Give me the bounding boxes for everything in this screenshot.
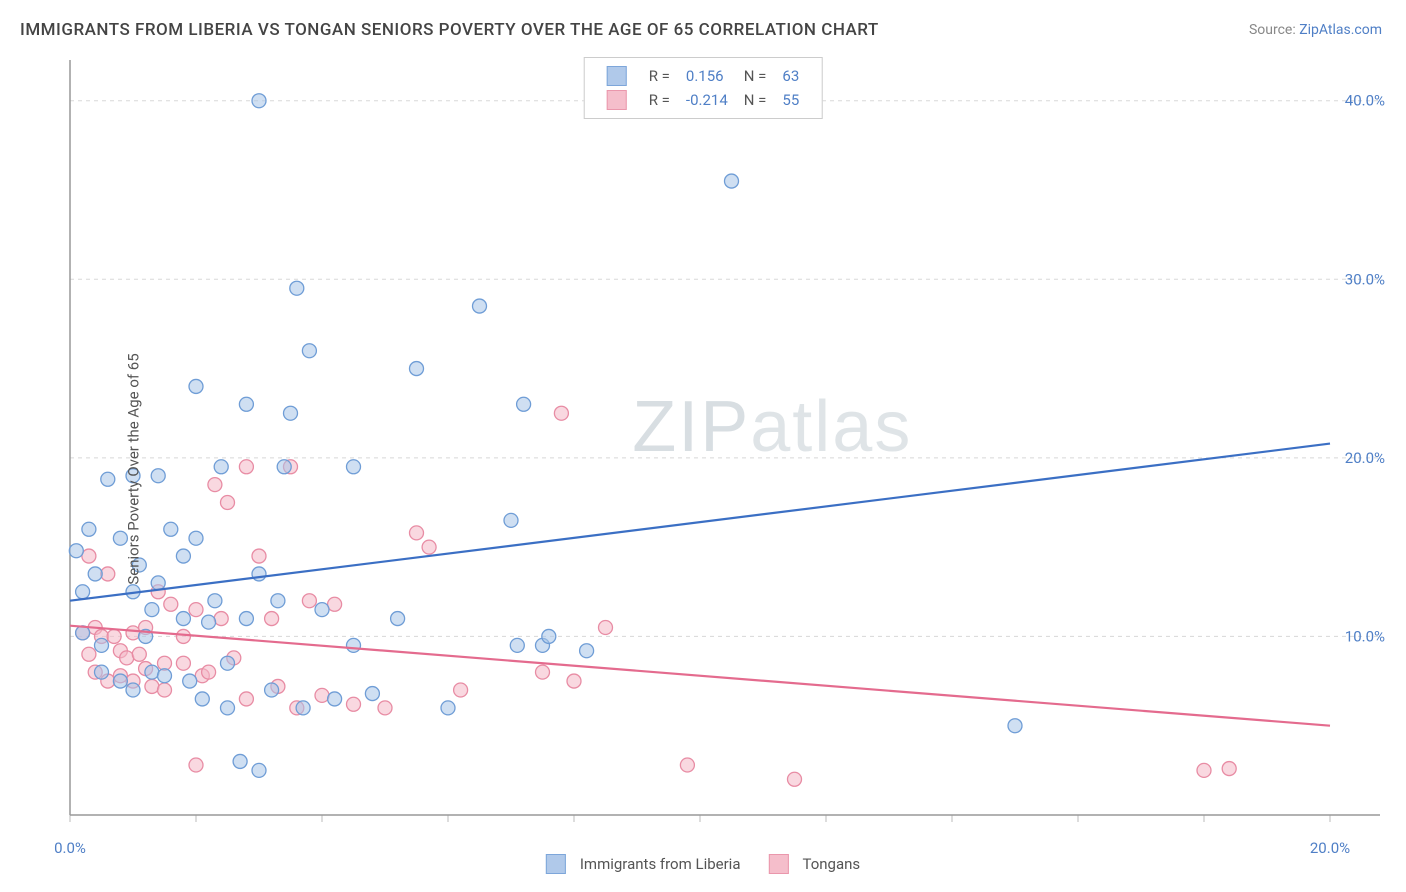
swatch-series-a <box>607 66 627 86</box>
swatch-series-a-icon <box>546 854 566 874</box>
svg-text:30.0%: 30.0% <box>1345 270 1385 288</box>
svg-text:0.0%: 0.0% <box>54 839 86 857</box>
source-label: Source: <box>1249 22 1296 38</box>
series-legend: Immigrants from Liberia Tongans <box>546 854 860 874</box>
legend-item-a: Immigrants from Liberia <box>546 854 741 874</box>
chart-container: Seniors Poverty Over the Age of 65 ZIPat… <box>10 55 1396 882</box>
source-link[interactable]: ZipAtlas.com <box>1299 22 1382 38</box>
swatch-series-b <box>607 90 627 110</box>
correlation-legend: R = 0.156 N = 63 R = -0.214 N = 55 <box>584 57 823 119</box>
svg-text:20.0%: 20.0% <box>1310 839 1350 857</box>
svg-text:20.0%: 20.0% <box>1345 449 1385 467</box>
chart-title: IMMIGRANTS FROM LIBERIA VS TONGAN SENIOR… <box>20 20 879 40</box>
n-label: N = <box>744 91 767 109</box>
n-value-a: 63 <box>774 64 807 88</box>
n-label: N = <box>744 67 767 85</box>
svg-text:40.0%: 40.0% <box>1345 92 1385 110</box>
legend-label-a: Immigrants from Liberia <box>580 855 741 873</box>
r-value-a: 0.156 <box>678 64 736 88</box>
legend-label-b: Tongans <box>802 855 860 873</box>
r-value-b: -0.214 <box>678 88 736 112</box>
scatter-chart: 10.0% 20.0% 30.0% 40.0% 0.0% 20.0% <box>10 55 1396 875</box>
legend-item-b: Tongans <box>768 854 860 874</box>
source-attribution: Source: ZipAtlas.com <box>1249 22 1382 38</box>
legend-row-series-a: R = 0.156 N = 63 <box>599 64 808 88</box>
svg-text:10.0%: 10.0% <box>1345 627 1385 645</box>
n-value-b: 55 <box>774 88 807 112</box>
y-axis-label: Seniors Poverty Over the Age of 65 <box>125 353 143 584</box>
r-label: R = <box>649 91 670 109</box>
legend-row-series-b: R = -0.214 N = 55 <box>599 88 808 112</box>
swatch-series-b-icon <box>768 854 788 874</box>
r-label: R = <box>649 67 670 85</box>
